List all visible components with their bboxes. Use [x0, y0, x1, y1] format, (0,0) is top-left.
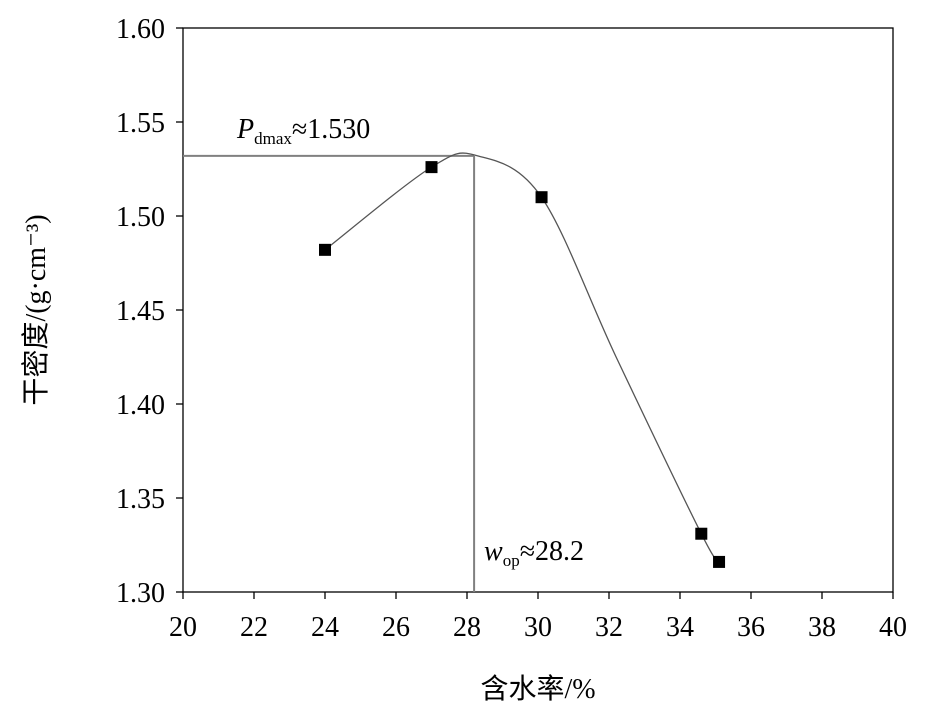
data-point [425, 161, 438, 174]
data-point [713, 555, 726, 568]
fit-curve [324, 152, 720, 563]
x-tick-label: 34 [666, 612, 694, 643]
y-tick-label: 1.40 [116, 390, 165, 421]
w-op-annotation: wop≈28.2 [484, 536, 584, 570]
y-tick-label: 1.35 [116, 484, 165, 515]
data-point [535, 191, 548, 204]
x-tick-label: 26 [382, 612, 410, 643]
y-axis-label: 干密度/(g·cm⁻³) [20, 214, 52, 405]
x-tick-label: 24 [311, 612, 339, 643]
x-tick-label: 38 [808, 612, 836, 643]
x-tick-label: 36 [737, 612, 765, 643]
data-point [695, 527, 708, 540]
y-tick-label: 1.50 [116, 202, 165, 233]
y-tick-label: 1.45 [116, 296, 165, 327]
x-tick-label: 40 [879, 612, 907, 643]
x-axis-label: 含水率/% [480, 673, 595, 705]
data-point [319, 243, 331, 256]
x-tick-label: 28 [453, 612, 481, 643]
x-tick-label: 32 [595, 612, 623, 643]
x-tick-label: 22 [240, 612, 268, 643]
plot-frame [182, 27, 894, 593]
x-tick-label: 20 [169, 612, 197, 643]
y-tick-label: 1.60 [116, 14, 165, 45]
y-tick-label: 1.55 [116, 108, 165, 139]
y-tick-label: 1.30 [116, 578, 165, 609]
x-tick-label: 30 [524, 612, 552, 643]
rho-dmax-annotation: Pdmax≈1.530 [236, 114, 370, 148]
